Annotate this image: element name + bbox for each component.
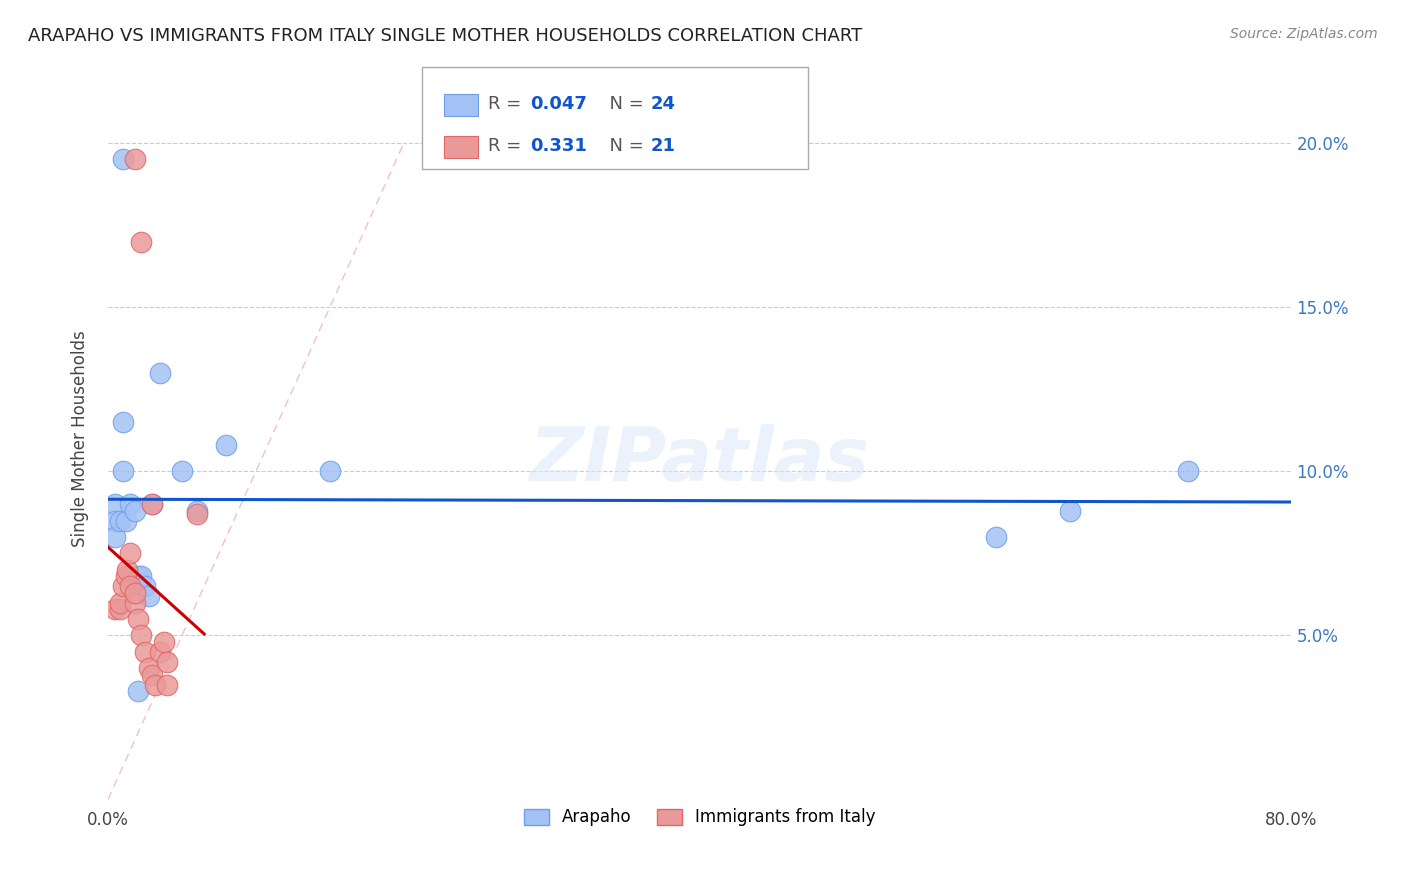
Point (134, 579, 156, 593)
Point (156, 655, 179, 669)
Point (138, 661, 160, 675)
Text: 24: 24 (651, 95, 676, 113)
Text: N =: N = (598, 95, 650, 113)
Point (124, 153, 146, 167)
Legend: Arapaho, Immigrants from Italy: Arapaho, Immigrants from Italy (516, 800, 884, 835)
Point (141, 497, 163, 511)
Text: R =: R = (488, 95, 527, 113)
Point (108, 514, 131, 528)
Point (129, 235, 152, 249)
Point (108, 602, 131, 616)
Text: Source: ZipAtlas.com: Source: ZipAtlas.com (1230, 27, 1378, 41)
Point (111, 464, 134, 478)
Point (149, 645, 172, 659)
Point (104, 602, 127, 616)
Point (127, 569, 149, 583)
Point (156, 678, 179, 692)
Point (108, 596, 131, 610)
Point (149, 366, 172, 380)
Point (111, 579, 134, 593)
Point (215, 438, 238, 452)
Point (129, 569, 152, 583)
Point (114, 514, 136, 528)
Point (120, 546, 142, 560)
Point (124, 586, 146, 600)
Point (120, 579, 142, 593)
Point (120, 497, 142, 511)
Point (124, 596, 146, 610)
Point (111, 153, 134, 167)
Point (104, 514, 127, 528)
Point (143, 678, 166, 692)
Point (186, 504, 208, 518)
Point (127, 684, 149, 698)
Point (186, 507, 208, 521)
Point (124, 504, 146, 518)
Point (1059, 504, 1081, 518)
Point (134, 645, 156, 659)
Point (170, 464, 193, 478)
Point (127, 612, 149, 626)
Point (111, 415, 134, 429)
Point (104, 497, 127, 511)
Point (153, 635, 176, 649)
Point (129, 628, 152, 642)
Point (115, 563, 138, 577)
Y-axis label: Single Mother Households: Single Mother Households (72, 330, 89, 547)
Point (319, 464, 342, 478)
Text: 0.331: 0.331 (530, 137, 586, 155)
Point (138, 589, 160, 603)
Point (141, 668, 163, 682)
Text: 0.047: 0.047 (530, 95, 586, 113)
Point (104, 530, 127, 544)
Point (114, 569, 136, 583)
Point (1177, 464, 1199, 478)
Text: N =: N = (598, 137, 650, 155)
Point (141, 497, 163, 511)
Text: R =: R = (488, 137, 527, 155)
Text: ARAPAHO VS IMMIGRANTS FROM ITALY SINGLE MOTHER HOUSEHOLDS CORRELATION CHART: ARAPAHO VS IMMIGRANTS FROM ITALY SINGLE … (28, 27, 862, 45)
Text: 21: 21 (651, 137, 676, 155)
Text: ZIPatlas: ZIPatlas (530, 424, 870, 497)
Point (984, 530, 1007, 544)
